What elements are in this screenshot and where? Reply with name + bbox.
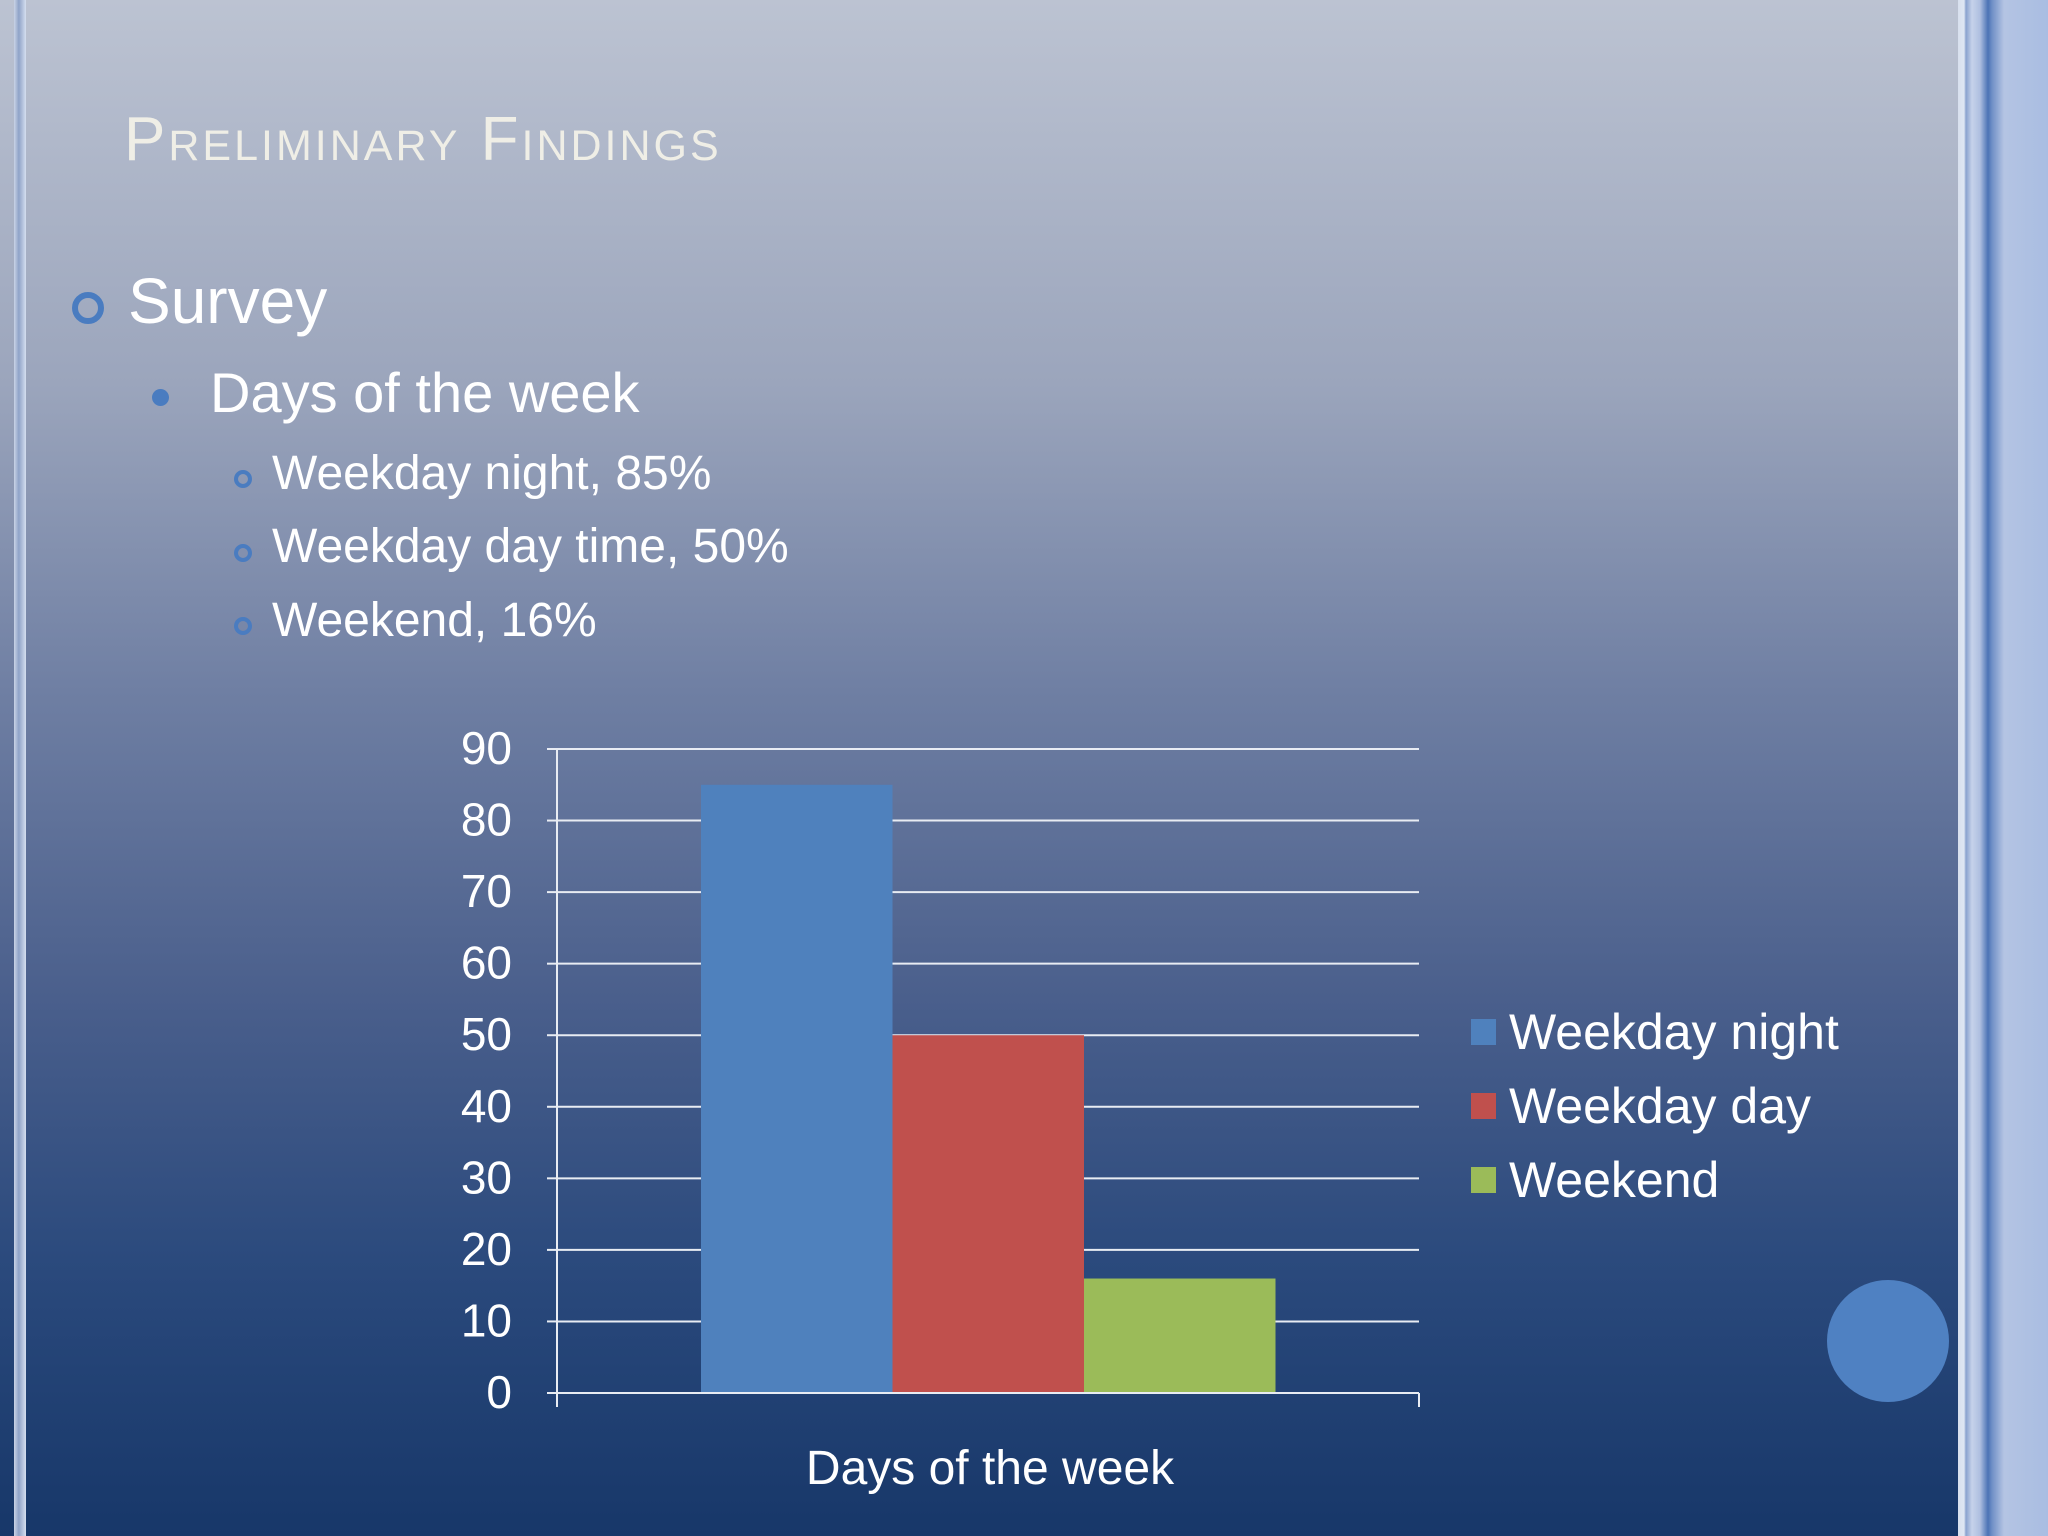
bullet-weekend: Weekend, 16% [272, 594, 597, 647]
legend-swatch [1471, 1019, 1496, 1045]
right-border-frame [1958, 0, 2048, 1536]
bar [892, 1035, 1084, 1393]
y-tick-label: 80 [461, 794, 512, 846]
x-category-label: Days of the week [806, 1442, 1175, 1495]
bar [701, 784, 893, 1393]
bar [1084, 1278, 1276, 1393]
legend-swatch [1471, 1093, 1496, 1119]
legend-swatch [1471, 1167, 1496, 1193]
y-tick-label: 70 [461, 865, 512, 917]
decorative-circle [1827, 1280, 1949, 1402]
left-border-rule [14, 0, 26, 1536]
bullet-survey: Survey [128, 265, 328, 337]
y-tick-label: 40 [461, 1080, 512, 1132]
level3-bullet-icon [234, 544, 252, 562]
level3-bullet-icon [234, 617, 252, 635]
y-tick-label: 10 [461, 1294, 512, 1346]
y-tick-label: 50 [461, 1008, 512, 1060]
y-tick-label: 30 [461, 1151, 512, 1203]
y-tick-label: 0 [486, 1366, 512, 1418]
legend-label: Weekday night [1509, 1004, 1839, 1060]
y-tick-label: 90 [461, 722, 512, 774]
level3-bullet-icon [234, 470, 252, 488]
level1-bullet-icon [72, 292, 104, 324]
bullet-weekday-day: Weekday day time, 50% [272, 520, 789, 573]
y-tick-label: 60 [461, 937, 512, 989]
bullet-weekday-night: Weekday night, 85% [272, 447, 712, 500]
slide-title: Preliminary Findings [124, 105, 722, 174]
bullet-days-of-week: Days of the week [210, 361, 640, 424]
y-tick-label: 20 [461, 1223, 512, 1275]
legend-label: Weekday day [1509, 1078, 1811, 1134]
legend-label: Weekend [1509, 1152, 1719, 1208]
level2-bullet-icon [152, 389, 169, 406]
